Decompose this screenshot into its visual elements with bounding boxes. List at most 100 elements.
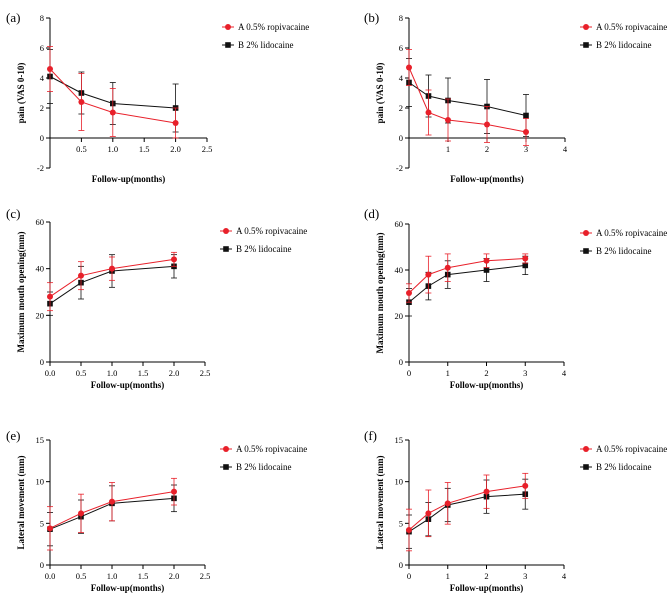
y-tick-label: 0 [399, 357, 403, 367]
series-line [49, 76, 176, 109]
y-tick-label: 5 [40, 518, 44, 528]
data-point [109, 109, 116, 116]
x-tick-label: 0.0 [45, 571, 56, 581]
y-tick-label: 20 [36, 310, 45, 320]
y-axis-title: pain (VAS 0-10) [375, 63, 385, 124]
series-b [406, 58, 529, 137]
legend: A 0.5% ropivacaine B 2% lidocaine [580, 228, 667, 256]
y-tick-label: 8 [399, 13, 403, 23]
panel-label: (c) [6, 206, 20, 221]
y-tick-label: 5 [399, 518, 403, 528]
legend-label-b: B 2% lidocaine [236, 244, 292, 254]
panel-e: (e) 0 5 10 15 0.0 0.5 1.0 1.5 2.0 2.5 Follow-up(mon… [6, 428, 307, 593]
data-point [171, 488, 177, 495]
data-point [406, 527, 412, 533]
series-b [406, 255, 529, 317]
data-point [78, 99, 85, 105]
data-point [523, 129, 529, 135]
legend-swatch-b [225, 42, 231, 48]
data-point [484, 121, 490, 128]
data-point [522, 482, 529, 489]
legend-label-a: A 0.5% ropivacaine [238, 22, 309, 32]
y-tick-label: 0 [40, 357, 44, 367]
x-tick-label: 2.5 [202, 144, 213, 154]
x-tick-label: 4 [563, 144, 568, 154]
y-axis-title: Maximum mouth opening(mm) [375, 232, 385, 353]
y-tick-label: 2 [399, 103, 403, 113]
legend-label-b: B 2% lidocaine [596, 246, 652, 256]
x-tick-label: 1 [446, 571, 450, 581]
data-point [109, 498, 115, 505]
data-point [171, 256, 177, 263]
y-axis-title: Lateral movement (mm) [375, 456, 385, 550]
y-tick-label: 0 [399, 133, 403, 143]
legend-swatch-b [223, 246, 229, 252]
y-tick-label: 0 [40, 133, 44, 143]
x-axis-title: Follow-up(months) [91, 583, 165, 593]
data-point [78, 272, 84, 279]
panel-b: (b) -2 0 2 4 6 8 1 2 3 4 Follow-up(months) pain (VAS… [364, 10, 667, 184]
series-line [408, 67, 527, 133]
y-tick-label: 20 [395, 311, 404, 321]
data-point [47, 293, 53, 300]
legend-label-a: A 0.5% ropivacaine [596, 444, 667, 454]
data-point [47, 66, 53, 72]
x-axis-title: Follow-up(months) [450, 583, 524, 593]
y-tick-label: 60 [36, 217, 45, 227]
data-point [444, 500, 451, 507]
panel-f: (f) 0 5 10 15 0 1 2 3 4 Follow-up(months) Lateral m… [364, 428, 667, 593]
y-tick-label: 10 [36, 477, 45, 487]
y-tick-label: 40 [395, 265, 404, 275]
x-tick-label: 0 [407, 368, 411, 378]
y-tick-label: 8 [40, 13, 44, 23]
legend-swatch-b [223, 464, 229, 470]
legend-label-a: A 0.5% ropivacaine [596, 22, 667, 32]
x-axis-title: Follow-up(months) [92, 174, 166, 184]
y-tick-label: 2 [40, 103, 44, 113]
data-point [425, 109, 432, 116]
series-line [49, 491, 175, 529]
series-a [406, 472, 529, 552]
legend: A 0.5% ropivacaine B 2% lidocaine [220, 226, 307, 254]
x-tick-label: 1.0 [107, 144, 118, 154]
x-tick-label: 2 [484, 368, 488, 378]
series-line [408, 485, 526, 531]
legend: A 0.5% ropivacaine B 2% lidocaine [580, 444, 667, 472]
data-point [425, 271, 432, 278]
panel-d: (d) 0 20 40 60 0 1 2 3 4 Follow-up(months) Maximum … [364, 206, 667, 390]
y-tick-label: 15 [36, 435, 45, 445]
legend-label-b: B 2% lidocaine [596, 40, 652, 50]
series-a [406, 49, 529, 146]
series-a [47, 251, 177, 312]
data-point [522, 262, 529, 269]
y-tick-label: 15 [395, 435, 404, 445]
data-point [78, 510, 84, 517]
series-a [406, 253, 529, 303]
legend-swatch-a [583, 446, 589, 452]
legend-label-b: B 2% lidocaine [236, 462, 292, 472]
y-tick-label: 4 [399, 73, 404, 83]
x-tick-label: 2.0 [170, 144, 181, 154]
data-point [172, 120, 179, 126]
data-point [483, 488, 490, 495]
x-axis-title: Follow-up(months) [450, 174, 524, 184]
legend-swatch-b [583, 464, 589, 470]
data-point [47, 525, 53, 532]
x-axis-title: Follow-up(months) [91, 380, 165, 390]
x-tick-label: 0.5 [76, 571, 87, 581]
x-tick-label: 0.5 [76, 144, 87, 154]
series-a [47, 46, 179, 139]
series-line [49, 497, 175, 530]
y-tick-label: 6 [399, 43, 403, 53]
data-point [109, 265, 115, 272]
x-tick-label: 4 [562, 571, 567, 581]
series-line [49, 265, 175, 305]
legend-label-a: A 0.5% ropivacaine [596, 228, 667, 238]
legend-swatch-a [223, 446, 229, 452]
data-point [444, 264, 451, 271]
x-tick-label: 2 [485, 144, 489, 154]
data-point [483, 267, 490, 273]
series-line [49, 68, 176, 124]
x-tick-label: 2.5 [200, 368, 211, 378]
